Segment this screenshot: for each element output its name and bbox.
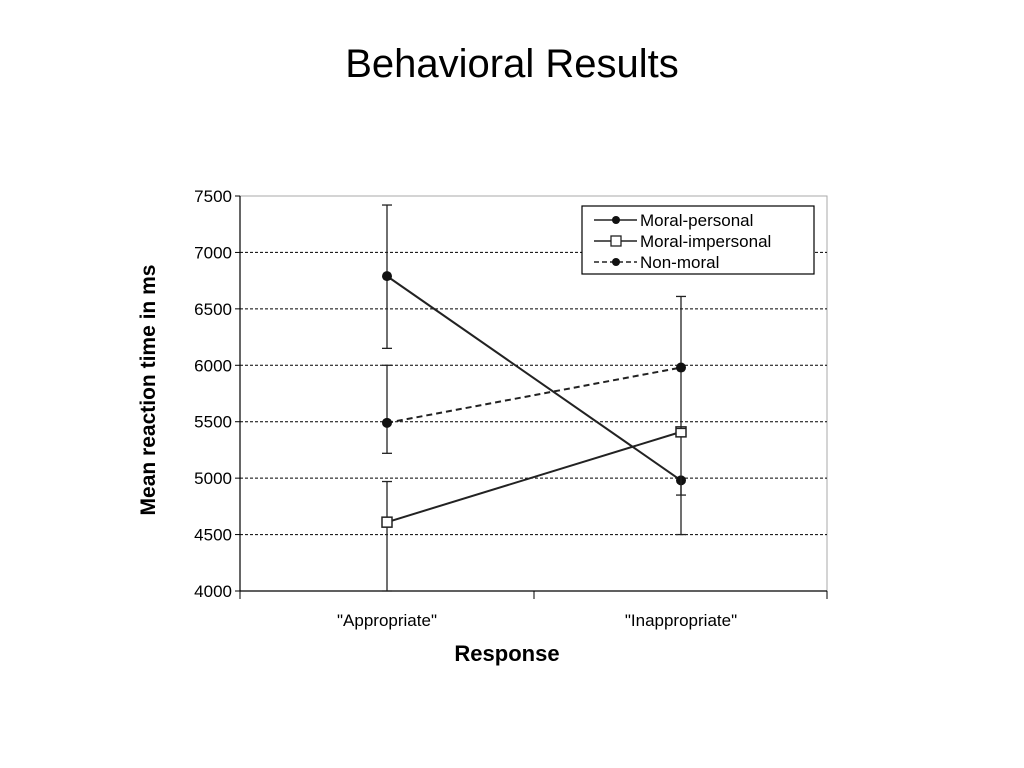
y-tick-label: 6500 xyxy=(194,300,232,319)
legend-marker xyxy=(612,216,620,224)
legend-marker xyxy=(612,258,620,266)
series-line xyxy=(386,430,682,524)
y-tick-label: 7000 xyxy=(194,243,232,262)
legend: Moral-personal Moral-impersonal Non-moral xyxy=(581,205,815,275)
y-tick-label: 6000 xyxy=(194,356,232,375)
data-point xyxy=(382,417,392,428)
y-axis-label: Mean reaction time in ms xyxy=(137,265,160,516)
y-tick-label: 4500 xyxy=(194,526,232,545)
data-point xyxy=(381,516,393,528)
y-tick-label: 5500 xyxy=(194,413,232,432)
legend-label: Non-moral xyxy=(640,253,719,272)
data-point xyxy=(382,271,392,282)
legend-marker xyxy=(610,235,622,247)
legend-label: Moral-impersonal xyxy=(640,232,771,251)
x-tick-label: "Appropriate" xyxy=(337,611,437,630)
data-point xyxy=(676,362,686,373)
slide-title: Behavioral Results xyxy=(345,42,679,86)
legend-label: Moral-personal xyxy=(640,211,753,230)
y-tick-label: 7500 xyxy=(194,187,232,206)
x-tick-label: "Inappropriate" xyxy=(625,611,737,630)
y-tick-label: 4000 xyxy=(194,582,232,601)
y-tick-label: 5000 xyxy=(194,469,232,488)
x-axis-label: Response xyxy=(454,641,559,666)
